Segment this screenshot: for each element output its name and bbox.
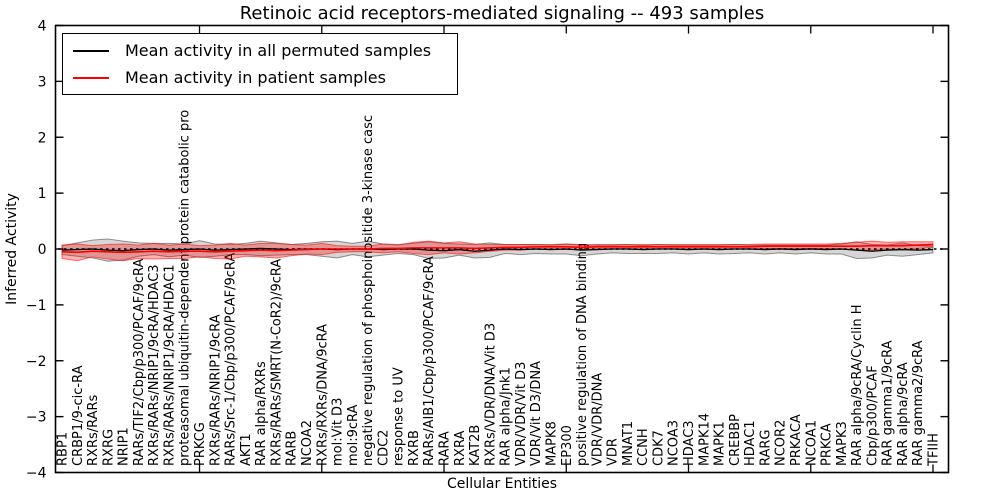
legend-item-permuted: Mean activity in all permuted samples	[73, 41, 431, 60]
x-tick-label: MAPK14	[697, 413, 712, 466]
y-tick-label: 3	[38, 74, 47, 90]
x-tick-label: CRBP1/9-cic-RA	[71, 365, 86, 466]
x-tick-label: AKT1	[239, 433, 254, 466]
y-axis-label: Inferred Activity	[4, 193, 20, 305]
x-tick-label: mol:Vit D3	[331, 398, 346, 466]
x-tick-label: NRIP1	[117, 427, 132, 466]
x-tick-label: RXRG	[101, 429, 116, 466]
x-tick-label: MAPK1	[713, 421, 728, 466]
x-tick-label: CREBBP	[728, 414, 743, 466]
x-tick-label: positive regulation of DNA binding	[575, 243, 590, 466]
x-tick-label: RBP1	[56, 432, 71, 466]
x-tick-label: MAPK8	[544, 421, 559, 466]
y-tick-label: 4	[38, 19, 47, 35]
x-tick-label: EP300	[560, 425, 575, 466]
x-tick-label: RAR alpha/9cRA	[896, 362, 911, 466]
x-tick-label: VDR	[606, 438, 621, 466]
x-tick-label: RXRs/RARs/NRIP1/9cRA	[208, 314, 223, 466]
legend-permuted-label: Mean activity in all permuted samples	[125, 41, 432, 60]
patient-mean-line	[61, 243, 934, 254]
legend-permuted-line-icon	[73, 49, 109, 52]
x-tick-label: response to UV	[392, 367, 407, 466]
y-tick-label: 2	[38, 130, 47, 146]
x-tick-label: Cbp/p300/PCAF	[865, 365, 880, 466]
x-tick-label: VDR/Vit D3/DNA	[529, 361, 544, 466]
x-tick-label: RAR alpha/RXRs	[254, 361, 269, 466]
x-tick-label: RXRs/RARs/NRIP1/9cRA/HDAC3	[147, 264, 162, 466]
x-tick-label: NCOR2	[774, 420, 789, 466]
y-tick-label: 1	[38, 186, 47, 202]
legend-patient-label: Mean activity in patient samples	[125, 68, 386, 87]
y-tick-label: −4	[26, 466, 47, 482]
y-tick-label: −1	[26, 298, 47, 314]
legend-item-patient: Mean activity in patient samples	[73, 68, 431, 87]
x-tick-label: PRKCG	[193, 422, 208, 466]
x-tick-label: KAT2B	[468, 425, 483, 466]
x-tick-label: NCOA1	[804, 420, 819, 466]
x-tick-label: RAR gamma2/9cRA	[911, 340, 926, 466]
x-tick-label: RARA	[438, 431, 453, 466]
x-tick-label: RAR gamma1/9cRA	[881, 340, 896, 466]
x-tick-label: CDC2	[376, 430, 391, 466]
x-tick-label: TFIIH	[927, 433, 942, 467]
x-tick-label: RXRs/VDR/DNA/Vit D3	[483, 323, 498, 466]
plot-border	[54, 24, 950, 474]
y-tick-label: 0	[38, 242, 47, 258]
x-tick-label: RAR alpha/Jnk1	[499, 367, 514, 466]
x-tick-label: VDR/VDR/DNA	[590, 373, 605, 466]
x-tick-label: RXRs/RARs/NRIP1/9cRA/HDAC1	[162, 264, 177, 466]
x-tick-label: RXRB	[407, 430, 422, 466]
x-tick-label: HDAC3	[682, 420, 697, 466]
chart-title: Retinoic acid receptors-mediated signali…	[239, 3, 765, 24]
x-tick-label: RARs/TIF2/Cbp/p300/PCAF/9cRA	[132, 259, 147, 466]
x-tick-label: RARs/AIB1/Cbp/p300/PCAF/9cRA	[422, 256, 437, 466]
x-tick-label: CDK7	[651, 430, 666, 466]
legend-patient-line-icon	[73, 76, 109, 79]
x-tick-label: RXRs/RXRs/DNA/9cRA	[315, 324, 330, 466]
x-tick-label: CCNH	[636, 428, 651, 466]
x-tick-label: NCOA3	[667, 420, 682, 466]
x-tick-label: MAPK3	[835, 421, 850, 466]
x-tick-label: MNAT1	[621, 421, 636, 466]
y-tick-label: −3	[26, 410, 47, 426]
x-tick-label: PRKCA	[820, 423, 835, 466]
x-tick-label: RARs/Src-1/Cbp/p300/PCAF/9cRA	[224, 253, 239, 466]
x-tick-label: proteasomal ubiquitin-dependent protein …	[178, 110, 193, 466]
legend: Mean activity in all permuted samples Me…	[62, 33, 459, 95]
y-tick-label: −2	[26, 354, 47, 370]
x-tick-label: mol:9cRA	[346, 404, 361, 466]
x-tick-label: RXRA	[453, 431, 468, 466]
x-tick-label: RARG	[758, 429, 773, 466]
x-tick-label: HDAC1	[743, 420, 758, 466]
x-tick-label: RXRs/RARs/SMRT(N-CoR2)/9cRA	[269, 259, 284, 466]
permuted-mean-line	[61, 247, 934, 252]
x-tick-label: NCOA2	[300, 420, 315, 466]
x-tick-label: RARB	[285, 431, 300, 466]
x-tick-label: RXRs/RARs	[86, 394, 101, 466]
x-tick-label: PRKACA	[789, 414, 804, 466]
x-tick-label: negative regulation of phosphoinositide …	[361, 115, 376, 466]
x-axis-label: Cellular Entities	[446, 476, 558, 492]
x-tick-label: VDR/VDR/Vit D3	[514, 362, 529, 466]
x-tick-label: RAR alpha/9cRA/Cyclin H	[850, 305, 865, 466]
